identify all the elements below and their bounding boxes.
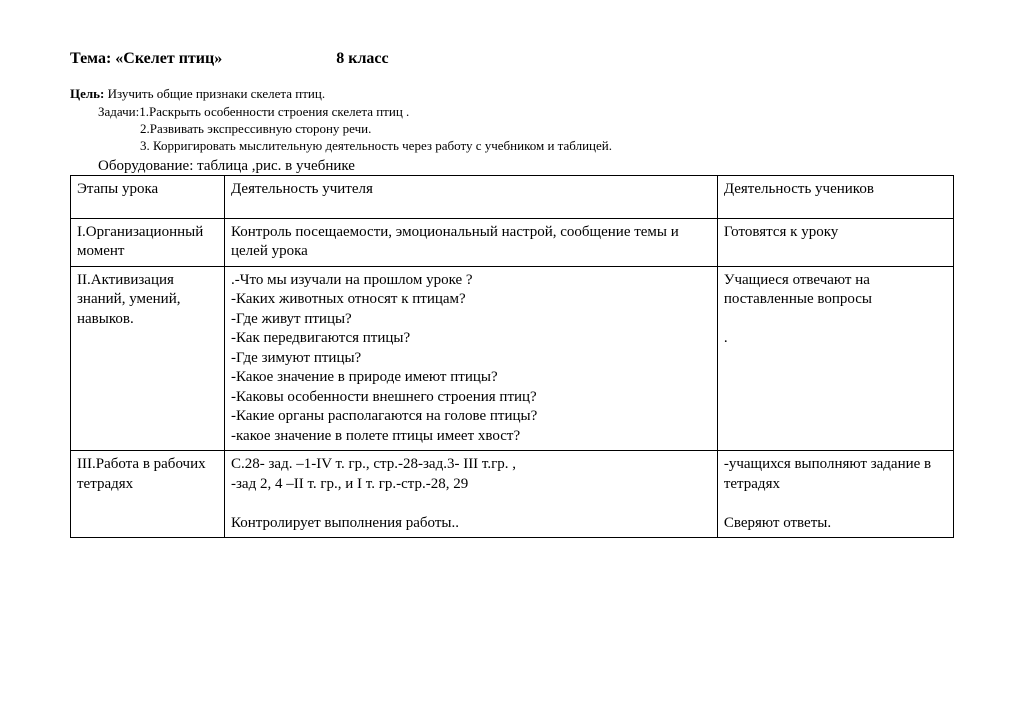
cell-students: -учащихся выполняют задание в тетрадях С… bbox=[717, 451, 953, 538]
topic-class: 8 класс bbox=[336, 50, 388, 67]
cell-teacher: С.28- зад. –1-IV т. гр., стр.-28-зад.3- … bbox=[225, 451, 718, 538]
table-header-row: Этапы урока Деятельность учителя Деятель… bbox=[71, 176, 954, 219]
goal-label: Цель: bbox=[70, 86, 108, 101]
topic-label: Тема: bbox=[70, 50, 115, 67]
cell-teacher: Контроль посещаемости, эмоциональный нас… bbox=[225, 218, 718, 266]
cell-students: Готовятся к уроку bbox=[717, 218, 953, 266]
topic-title: «Скелет птиц» bbox=[115, 50, 222, 67]
task-1: Задачи:1.Раскрыть особенности строения с… bbox=[98, 104, 954, 120]
task-3: 3. Корригировать мыслительную деятельнос… bbox=[140, 138, 954, 154]
cell-stage: III.Работа в рабочих тетрадях bbox=[71, 451, 225, 538]
equipment-line: Оборудование: таблица ,рис. в учебнике bbox=[98, 158, 954, 175]
table-row: III.Работа в рабочих тетрадях С.28- зад.… bbox=[71, 451, 954, 538]
task-2: 2.Развивать экспрессивную сторону речи. bbox=[140, 121, 954, 137]
table-row: I.Организационный момент Контроль посеща… bbox=[71, 218, 954, 266]
cell-stage: II.Активизация знаний, умений, навыков. bbox=[71, 266, 225, 451]
topic-line: Тема: «Скелет птиц» 8 класс bbox=[70, 50, 954, 68]
cell-students: Учащиеся отвечают на поставленные вопрос… bbox=[717, 266, 953, 451]
col-header-stage: Этапы урока bbox=[71, 176, 225, 219]
goal-line: Цель: Изучить общие признаки скелета пти… bbox=[70, 86, 954, 102]
lesson-table: Этапы урока Деятельность учителя Деятель… bbox=[70, 175, 954, 538]
col-header-students: Деятельность учеников bbox=[717, 176, 953, 219]
cell-stage: I.Организационный момент bbox=[71, 218, 225, 266]
table-row: II.Активизация знаний, умений, навыков. … bbox=[71, 266, 954, 451]
cell-teacher: .-Что мы изучали на прошлом уроке ? -Как… bbox=[225, 266, 718, 451]
goal-text: Изучить общие признаки скелета птиц. bbox=[108, 86, 325, 101]
col-header-teacher: Деятельность учителя bbox=[225, 176, 718, 219]
